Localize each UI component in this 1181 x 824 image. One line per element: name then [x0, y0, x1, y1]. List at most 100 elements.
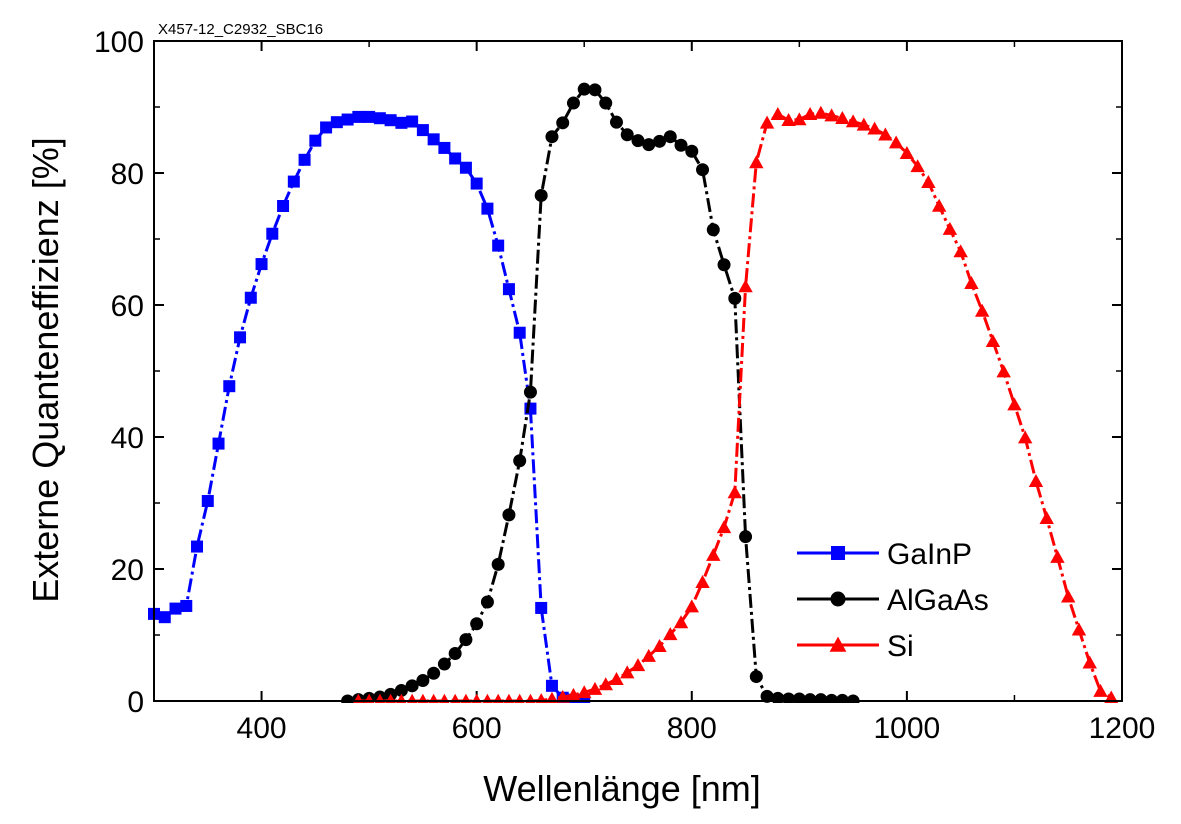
data-point-algaas: [459, 633, 473, 647]
legend-label-gainp: GaInP: [887, 538, 972, 571]
data-point-gainp: [180, 599, 193, 612]
data-point-gainp: [298, 153, 311, 166]
data-point-si: [824, 108, 839, 122]
y-tick-label: 0: [127, 686, 144, 719]
data-point-gainp: [352, 110, 365, 123]
data-point-si: [673, 615, 689, 629]
legend-marker-gainp: [831, 546, 845, 560]
x-tick-label: 400: [237, 712, 287, 745]
data-point-si: [931, 198, 947, 212]
data-point-algaas: [502, 508, 516, 522]
data-point-algaas: [588, 83, 602, 97]
data-point-si: [759, 115, 775, 129]
data-point-si: [630, 658, 646, 672]
data-point-si: [598, 677, 613, 691]
data-point-gainp: [535, 601, 548, 614]
data-point-gainp: [309, 134, 322, 147]
data-point-si: [835, 111, 850, 124]
data-point-algaas: [427, 666, 441, 680]
data-point-gainp: [492, 239, 505, 252]
data-point-gainp: [545, 679, 558, 692]
data-point-si: [1104, 690, 1119, 703]
data-point-si: [1028, 474, 1044, 487]
x-tick-label: 1200: [1089, 712, 1156, 745]
data-point-si: [1093, 683, 1108, 697]
data-point-gainp: [481, 202, 494, 215]
y-axis-title: Externe Quanteneffizienz [%]: [25, 137, 66, 603]
data-point-si: [716, 520, 732, 534]
legend-marker-si: [829, 636, 847, 652]
data-point-algaas: [405, 679, 419, 693]
data-point-si: [1018, 430, 1033, 444]
data-point-gainp: [406, 115, 419, 128]
legend-label-si: Si: [887, 630, 914, 663]
data-point-algaas: [674, 138, 688, 152]
data-point-si: [888, 135, 904, 149]
data-point-gainp: [212, 437, 225, 450]
data-point-algaas: [696, 163, 710, 177]
data-point-si: [749, 155, 764, 169]
data-point-si: [802, 107, 818, 121]
data-point-si: [985, 334, 1001, 348]
sample-id-label: X457-12_C2932_SBC16: [158, 21, 323, 38]
data-point-algaas: [599, 96, 613, 110]
data-point-algaas: [513, 454, 527, 468]
tick-labels: 400 600 800 1000 1200 0 20 40 60 80 100: [94, 26, 1155, 745]
data-point-algaas: [749, 670, 763, 684]
data-point-gainp: [330, 116, 343, 129]
data-point-gainp: [266, 227, 279, 240]
data-point-gainp: [470, 177, 483, 190]
data-point-gainp: [438, 141, 451, 154]
y-tick-label: 40: [111, 422, 144, 455]
data-point-si: [867, 121, 882, 135]
data-point-si: [566, 687, 581, 701]
data-point-si: [609, 672, 624, 685]
data-point-algaas: [448, 646, 462, 660]
data-point-algaas: [480, 595, 494, 609]
data-point-algaas: [491, 557, 505, 571]
data-point-si: [899, 146, 915, 159]
data-point-gainp: [395, 116, 408, 129]
series-line-si: [358, 111, 1113, 703]
data-point-gainp: [287, 175, 300, 188]
data-point-gainp: [427, 133, 440, 146]
legend-label-algaas: AlGaAs: [887, 584, 989, 617]
data-point-si: [921, 175, 936, 188]
data-point-algaas: [545, 130, 559, 144]
data-point-si: [910, 159, 925, 173]
data-point-algaas: [609, 115, 623, 129]
data-point-algaas: [717, 258, 731, 272]
data-point-algaas: [416, 674, 430, 688]
data-point-si: [1061, 589, 1076, 603]
data-point-algaas: [566, 96, 580, 110]
data-point-gainp: [578, 694, 591, 703]
data-point-si: [942, 221, 958, 235]
data-point-algaas: [534, 188, 548, 202]
x-tick-label: 800: [667, 712, 717, 745]
series-gainp: [148, 110, 591, 703]
series-line-algaas: [347, 87, 854, 703]
data-point-si: [620, 665, 635, 679]
data-point-si: [663, 627, 678, 641]
y-tick-label: 100: [94, 26, 144, 59]
data-point-gainp: [459, 161, 472, 174]
data-point-gainp: [234, 331, 247, 344]
data-point-algaas: [470, 617, 484, 631]
data-point-si: [695, 575, 710, 588]
data-point-algaas: [577, 82, 591, 96]
data-point-algaas: [523, 385, 537, 399]
series-line-gainp: [153, 115, 585, 702]
data-point-gainp: [169, 602, 182, 615]
series-si: [353, 105, 1119, 703]
data-point-gainp: [201, 495, 214, 508]
data-point-si: [770, 107, 786, 121]
legend-marker-algaas: [830, 591, 846, 607]
data-point-si: [1071, 622, 1087, 636]
data-point-si: [587, 681, 603, 695]
y-tick-label: 80: [111, 158, 144, 191]
series-algaas: [341, 82, 860, 703]
x-tick-label: 600: [452, 712, 502, 745]
data-point-gainp: [255, 258, 268, 271]
data-point-algaas: [728, 291, 742, 305]
